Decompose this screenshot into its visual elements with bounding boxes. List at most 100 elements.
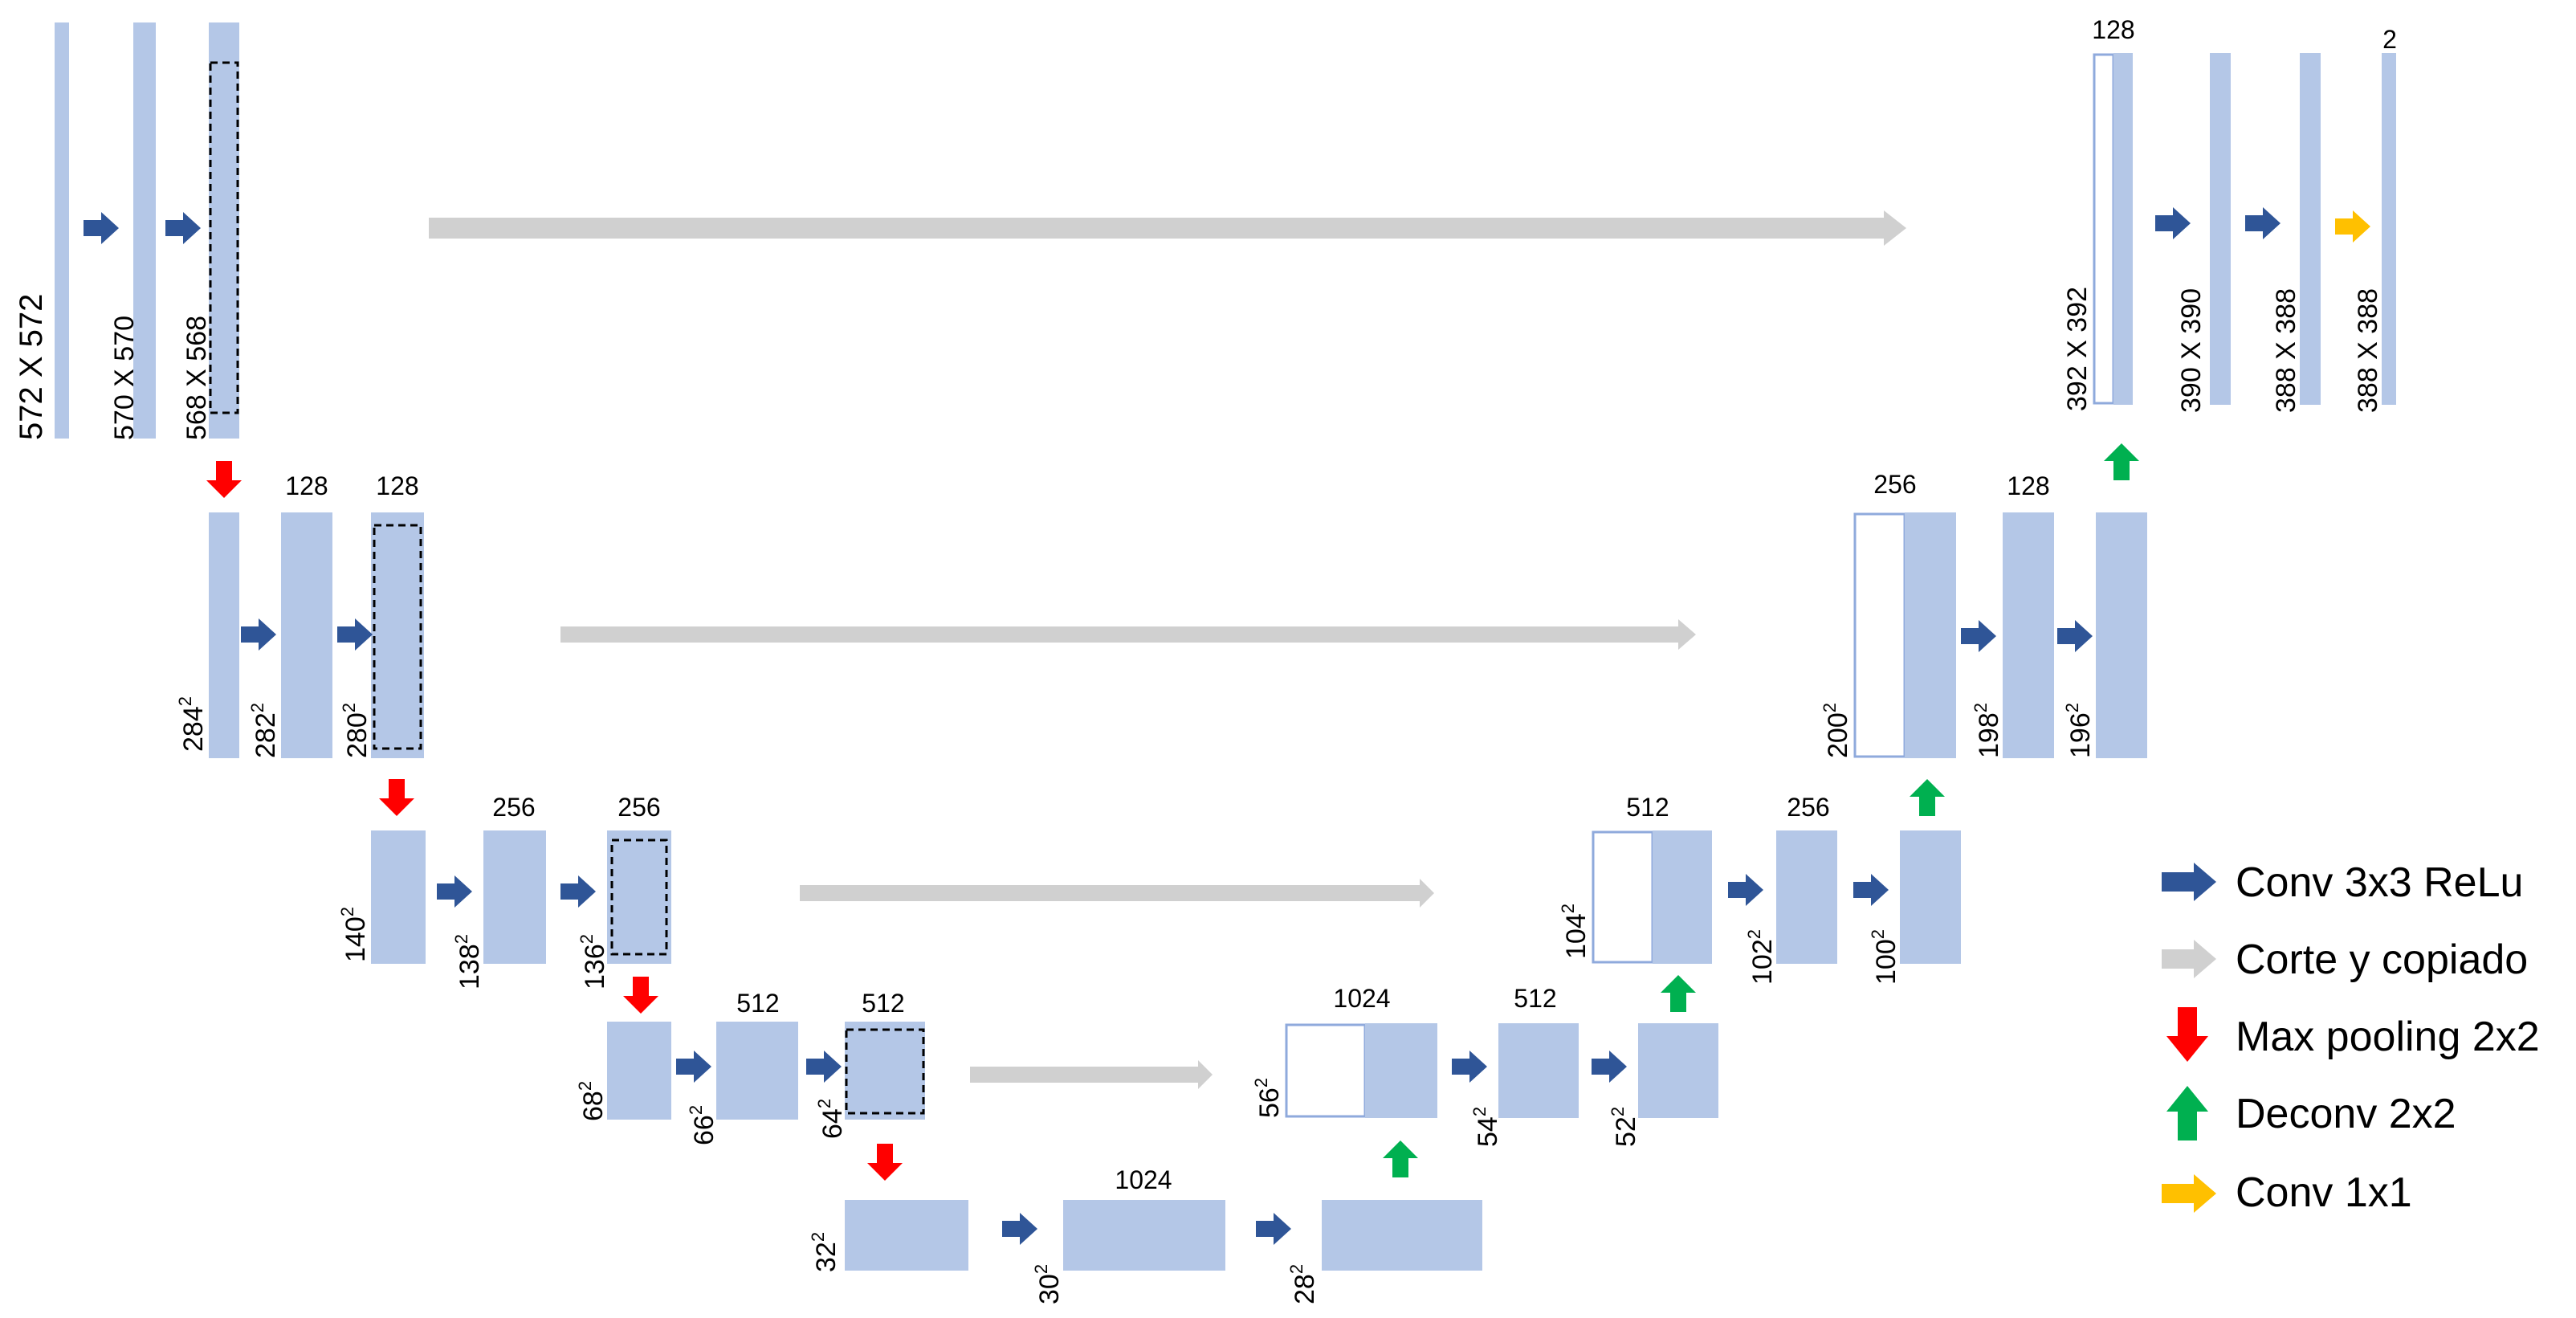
fmap-u2-conv2 [2096, 512, 2147, 758]
fmap-u3-conv1 [1776, 830, 1837, 964]
fmap-u2-copy [1853, 512, 1906, 758]
copy-arrow-icon [2162, 940, 2216, 978]
label-l3-input: 1402 [337, 907, 371, 962]
label-l3-conv2: 1362 [577, 934, 610, 990]
crop-box-l1 [209, 61, 239, 414]
fmap-l4-input [607, 1022, 671, 1120]
conv-arrow-icon [165, 212, 201, 244]
conv-arrow-icon [1256, 1213, 1291, 1245]
conv1x1-arrow-icon [2335, 210, 2370, 243]
pool-arrow-icon [867, 1144, 903, 1181]
legend-item-copy: Corte y copiado [2162, 936, 2528, 983]
channels-l2-conv2: 128 [376, 471, 418, 500]
legend-label: Conv 3x3 ReLu [2236, 859, 2523, 906]
conv-arrow-icon [2057, 620, 2093, 652]
copy-arrow-l2 [560, 619, 1696, 650]
deconv-arrow-icon [1383, 1140, 1418, 1177]
copy-arrow-l4 [970, 1060, 1213, 1089]
label-l2-conv2: 2802 [339, 703, 373, 758]
conv-arrow-icon [1452, 1051, 1487, 1083]
deconv-arrow-icon [2166, 1086, 2208, 1140]
label-u3-conv1: 1022 [1744, 929, 1778, 985]
conv-arrow-icon [2245, 207, 2280, 239]
fmap-u1-conv1 [2210, 53, 2231, 405]
legend-label: Conv 1x1 [2236, 1169, 2412, 1216]
channels-u4-conv1: 512 [1514, 984, 1556, 1013]
label-u1-output: 388 X 388 [2353, 288, 2383, 413]
conv-arrow-icon [437, 875, 472, 908]
fmap-l1-conv1 [133, 22, 156, 439]
deconv-arrow-icon [1910, 779, 1945, 816]
label-u1-conv2: 388 X 388 [2271, 288, 2301, 413]
pool-arrow-icon [2166, 1007, 2208, 1062]
pool-arrow-icon [206, 461, 242, 498]
fmap-l2-conv1 [281, 512, 332, 758]
deconv-arrow-icon [2104, 443, 2139, 480]
fmap-l4-conv2 [845, 1022, 925, 1120]
conv-arrow-icon [2155, 207, 2191, 239]
channels-u1-cat: 128 [2092, 15, 2134, 44]
legend-item-pool: Max pooling 2x2 [2166, 1007, 2540, 1062]
fmap-u3-copy [1592, 830, 1654, 964]
legend-item-deconv: Deconv 2x2 [2166, 1086, 2456, 1140]
fmap-l1-input [55, 22, 69, 439]
channels-l3-conv1: 256 [492, 793, 535, 822]
channels-u3-cat: 512 [1626, 793, 1669, 822]
fmap-u2-up [1905, 512, 1956, 758]
channels-u4-cat: 1024 [1333, 984, 1390, 1013]
pool-arrow-icon [623, 977, 658, 1014]
fmap-l5-input [845, 1200, 968, 1271]
label-u3-conv2: 1002 [1868, 929, 1901, 985]
conv-arrow-icon [806, 1051, 842, 1083]
legend: Conv 3x3 ReLu Corte y copiado Max poolin… [2162, 859, 2540, 1216]
channels-u1-output: 2 [2382, 25, 2397, 54]
label-u2-cat: 2002 [1820, 703, 1853, 758]
label-u4-conv1: 542 [1469, 1107, 1503, 1147]
conv-arrow-icon [241, 618, 276, 651]
label-u4-conv2: 522 [1608, 1107, 1641, 1147]
fmap-u2-conv1 [2003, 512, 2054, 758]
legend-item-conv: Conv 3x3 ReLu [2162, 859, 2523, 906]
conv-arrow-icon [1961, 620, 1996, 652]
fmap-l5-conv1 [1063, 1200, 1225, 1271]
label-l1-input: 572 X 572 [14, 294, 49, 440]
conv-arrow-icon [1728, 874, 1763, 906]
label-l3-conv1: 1382 [451, 934, 485, 990]
fmap-u4-conv1 [1498, 1023, 1579, 1118]
fmap-u4-copy [1285, 1023, 1367, 1118]
fmap-l4-conv1 [716, 1022, 798, 1120]
label-l4-input: 682 [575, 1081, 609, 1121]
channels-u3-conv1: 256 [1787, 793, 1829, 822]
fmap-l3-conv2 [607, 830, 671, 964]
channels-l2-conv1: 128 [285, 471, 328, 500]
legend-item-conv1x1: Conv 1x1 [2162, 1169, 2412, 1216]
conv-arrow-icon [2162, 863, 2216, 901]
channels-l3-conv2: 256 [618, 793, 660, 822]
copy-arrow-l3 [800, 879, 1434, 908]
fmap-l2-conv2 [371, 512, 424, 758]
label-l4-conv1: 662 [686, 1105, 719, 1145]
fmap-u4-up [1365, 1023, 1437, 1118]
label-l1-conv1: 570 X 570 [109, 316, 140, 440]
label-l5-input: 322 [808, 1232, 842, 1272]
fmap-u1-up [2113, 53, 2133, 405]
channels-l5-conv1: 1024 [1115, 1165, 1172, 1194]
fmap-l1-conv2 [209, 22, 239, 439]
fmap-u3-up [1653, 830, 1712, 964]
label-l2-input: 2842 [175, 696, 209, 752]
fmap-l5-conv2 [1322, 1200, 1482, 1271]
fmap-l3-input [371, 830, 426, 964]
pool-arrow-icon [379, 779, 414, 816]
conv-arrow-icon [1853, 874, 1889, 906]
conv-arrow-icon [84, 212, 119, 244]
fmap-u1-conv2 [2300, 53, 2321, 405]
fmap-l2-input [209, 512, 239, 758]
label-u2-conv2: 1962 [2062, 703, 2096, 758]
fmap-u1-output [2382, 53, 2396, 405]
conv1x1-arrow-icon [2162, 1174, 2216, 1213]
fmap-u4-conv2 [1638, 1023, 1718, 1118]
label-u4-cat: 562 [1251, 1078, 1285, 1118]
channels-u2-conv1: 128 [2007, 471, 2049, 500]
label-l5-conv1: 302 [1031, 1264, 1065, 1304]
legend-label: Corte y copiado [2236, 936, 2528, 983]
